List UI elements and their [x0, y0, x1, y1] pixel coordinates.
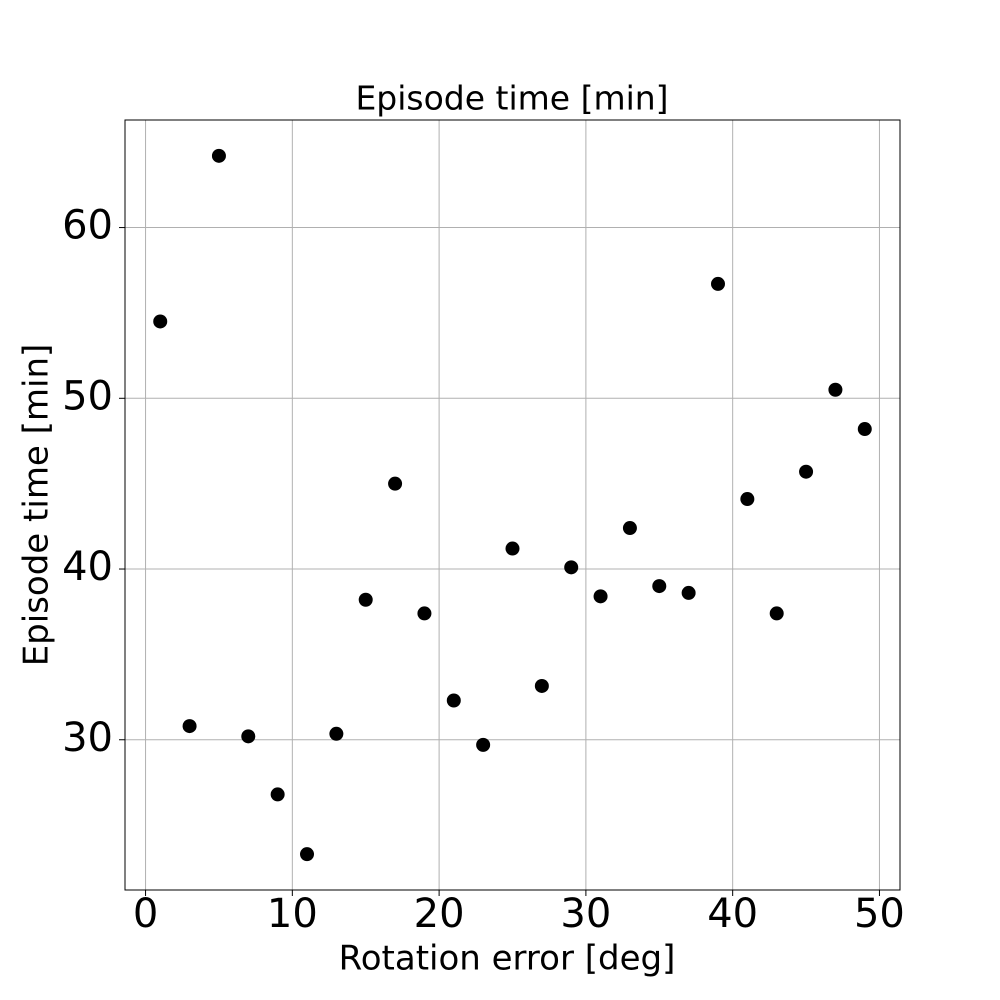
- point: [622, 521, 637, 536]
- point: [799, 464, 814, 479]
- y-tick-label: 50: [62, 373, 113, 419]
- y-tick-label: 40: [62, 544, 113, 590]
- point: [270, 787, 285, 802]
- point: [505, 541, 520, 556]
- point: [740, 492, 755, 507]
- point: [710, 276, 725, 291]
- x-tick-label: 0: [133, 891, 158, 937]
- point: [211, 148, 226, 163]
- x-tick-label: 40: [707, 891, 758, 937]
- point: [300, 847, 315, 862]
- point: [329, 726, 344, 741]
- x-tick-label: 10: [267, 891, 318, 937]
- point: [153, 314, 168, 329]
- point: [241, 729, 256, 744]
- plot-frame: [124, 119, 901, 891]
- point: [769, 606, 784, 621]
- x-tick-label: 20: [414, 891, 465, 937]
- point: [652, 579, 667, 594]
- y-tick-label: 30: [62, 715, 113, 761]
- x-tick-label: 50: [854, 891, 905, 937]
- point: [446, 693, 461, 708]
- point: [417, 606, 432, 621]
- point: [857, 422, 872, 437]
- x-axis-label: Rotation error [deg]: [339, 939, 676, 979]
- point: [476, 737, 491, 752]
- point: [828, 382, 843, 397]
- y-tick-label: 60: [62, 203, 113, 249]
- point: [388, 476, 403, 491]
- chart-title: Episode time [min]: [355, 79, 668, 118]
- point: [593, 589, 608, 604]
- x-tick-label: 30: [560, 891, 611, 937]
- point: [681, 585, 696, 600]
- point: [182, 719, 197, 734]
- point: [534, 678, 549, 693]
- y-axis-label: Episode time [min]: [17, 344, 57, 667]
- point: [564, 560, 579, 575]
- point: [358, 592, 373, 607]
